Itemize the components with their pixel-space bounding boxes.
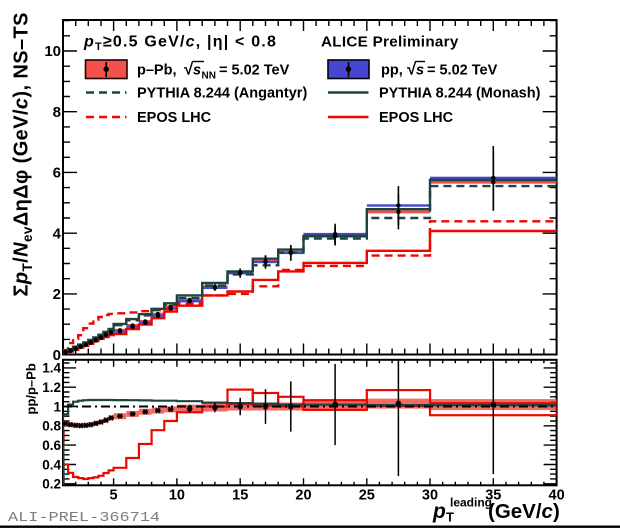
svg-text:30: 30 — [422, 488, 438, 504]
svg-text:1: 1 — [53, 399, 61, 414]
svg-text:= 5.02 TeV: = 5.02 TeV — [427, 63, 498, 79]
svg-text:(GeV/c): (GeV/c) — [488, 500, 560, 523]
svg-text:1.4: 1.4 — [42, 361, 61, 376]
svg-text:4: 4 — [53, 225, 62, 242]
svg-text:√: √ — [407, 60, 417, 79]
svg-text:NN: NN — [202, 71, 216, 82]
svg-text:6: 6 — [53, 165, 61, 182]
svg-text:25: 25 — [359, 488, 375, 504]
svg-text:pp/p–Pb: pp/p–Pb — [24, 363, 39, 414]
svg-text:p: p — [432, 500, 446, 523]
svg-text:0: 0 — [53, 347, 61, 364]
svg-text:EPOS LHC: EPOS LHC — [137, 110, 212, 126]
svg-text:8: 8 — [53, 104, 61, 121]
svg-text:leading: leading — [450, 496, 492, 510]
svg-text:2: 2 — [53, 286, 61, 303]
svg-text:0.2: 0.2 — [42, 477, 61, 492]
svg-text:EPOS LHC: EPOS LHC — [379, 110, 454, 126]
svg-text:0.4: 0.4 — [42, 457, 61, 472]
svg-text:ALI-PREL-366714: ALI-PREL-366714 — [8, 510, 160, 526]
svg-text:p–Pb,: p–Pb, — [137, 63, 176, 79]
svg-text:√: √ — [184, 60, 194, 79]
svg-text:PYTHIA 8.244 (Angantyr): PYTHIA 8.244 (Angantyr) — [137, 86, 307, 102]
svg-text:pp,: pp, — [381, 63, 403, 79]
svg-text:pT≥0.5 GeV/c, |η| < 0.8: pT≥0.5 GeV/c, |η| < 0.8 — [83, 34, 277, 54]
svg-text:ΣpT/NevΔηΔφ (GeV/c), NS–TS: ΣpT/NevΔηΔφ (GeV/c), NS–TS — [11, 12, 36, 296]
svg-text:5: 5 — [110, 488, 118, 504]
svg-text:1.2: 1.2 — [42, 380, 61, 395]
svg-text:s: s — [416, 63, 424, 79]
svg-text:= 5.02 TeV: = 5.02 TeV — [219, 63, 290, 79]
svg-text:T: T — [446, 510, 454, 525]
svg-text:40: 40 — [549, 488, 565, 504]
svg-text:0.6: 0.6 — [42, 438, 61, 453]
svg-text:10: 10 — [44, 43, 61, 60]
svg-text:20: 20 — [295, 488, 311, 504]
svg-text:PYTHIA 8.244 (Monash): PYTHIA 8.244 (Monash) — [379, 86, 541, 102]
svg-text:s: s — [193, 63, 201, 79]
svg-text:ALICE Preliminary: ALICE Preliminary — [321, 34, 459, 51]
svg-text:10: 10 — [169, 488, 185, 504]
svg-text:0.8: 0.8 — [42, 419, 61, 434]
svg-text:15: 15 — [232, 488, 248, 504]
svg-text:35: 35 — [485, 488, 501, 504]
